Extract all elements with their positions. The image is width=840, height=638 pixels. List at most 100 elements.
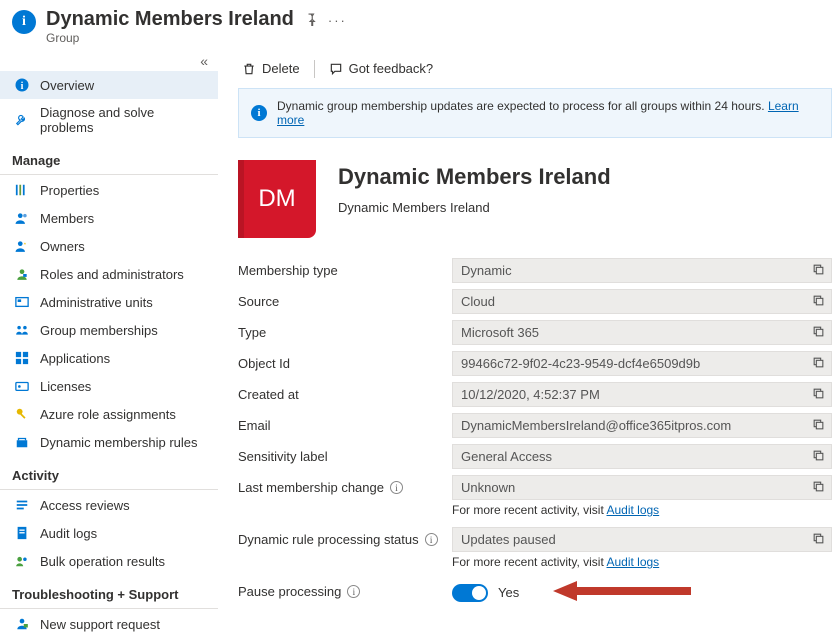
copy-icon[interactable] bbox=[812, 263, 825, 279]
copy-icon[interactable] bbox=[812, 418, 825, 434]
content-pane: Delete Got feedback? i Dynamic group mem… bbox=[218, 49, 840, 638]
copy-icon[interactable] bbox=[812, 449, 825, 465]
sidebar-item-label: Azure role assignments bbox=[40, 407, 176, 422]
more-icon[interactable]: ··· bbox=[328, 13, 347, 28]
arrow-annotation-icon bbox=[553, 579, 693, 606]
sidebar-item-group-memberships[interactable]: Group memberships bbox=[0, 316, 218, 344]
sidebar-item-overview[interactable]: i Overview bbox=[0, 71, 218, 99]
sidebar-item-applications[interactable]: Applications bbox=[0, 344, 218, 372]
sidebar-item-new-request[interactable]: New support request bbox=[0, 610, 218, 638]
prop-value-text: DynamicMembersIreland@office365itpros.co… bbox=[461, 418, 731, 433]
sidebar-item-label: Licenses bbox=[40, 379, 91, 394]
sidebar-item-label: Overview bbox=[40, 78, 94, 93]
copy-icon[interactable] bbox=[812, 294, 825, 310]
sidebar-item-access-reviews[interactable]: Access reviews bbox=[0, 491, 218, 519]
sidebar-item-label: Diagnose and solve problems bbox=[40, 105, 208, 135]
prop-value-text: Updates paused bbox=[461, 532, 556, 547]
audit-logs-link[interactable]: Audit logs bbox=[606, 555, 659, 569]
collapse-sidebar-icon[interactable]: « bbox=[0, 51, 218, 71]
audit-logs-icon bbox=[14, 525, 30, 541]
pin-icon[interactable] bbox=[304, 12, 318, 29]
pause-toggle-label: Yes bbox=[498, 585, 519, 600]
info-icon: i bbox=[12, 10, 36, 34]
prop-value: Updates paused bbox=[452, 527, 832, 552]
sidebar-item-audit-logs[interactable]: Audit logs bbox=[0, 519, 218, 547]
licenses-icon bbox=[14, 378, 30, 394]
prop-row-pause: Pause processing i Yes bbox=[238, 579, 832, 606]
copy-icon[interactable] bbox=[812, 356, 825, 372]
page-header: i Dynamic Members Ireland Group ··· bbox=[0, 0, 840, 49]
bulk-results-icon bbox=[14, 553, 30, 569]
sidebar-item-bulk-results[interactable]: Bulk operation results bbox=[0, 547, 218, 575]
sidebar-item-label: Owners bbox=[40, 239, 85, 254]
prop-row-object-id: Object Id 99466c72-9f02-4c23-9549-dcf4e6… bbox=[238, 351, 832, 376]
copy-icon[interactable] bbox=[812, 480, 825, 496]
admin-units-icon bbox=[14, 294, 30, 310]
info-icon[interactable]: i bbox=[390, 481, 403, 494]
prop-label-text: Dynamic rule processing status bbox=[238, 532, 419, 547]
group-memberships-icon bbox=[14, 322, 30, 338]
properties-icon bbox=[14, 182, 30, 198]
sidebar-item-label: Group memberships bbox=[40, 323, 158, 338]
sidebar-item-roles[interactable]: Roles and administrators bbox=[0, 260, 218, 288]
prop-label: Object Id bbox=[238, 351, 452, 371]
info-icon[interactable]: i bbox=[347, 585, 360, 598]
copy-icon[interactable] bbox=[812, 387, 825, 403]
info-icon: i bbox=[14, 77, 30, 93]
sidebar-item-label: Bulk operation results bbox=[40, 554, 165, 569]
feedback-icon bbox=[329, 62, 343, 76]
sidebar: « i Overview Diagnose and solve problems… bbox=[0, 49, 218, 638]
sidebar-section-activity: Activity bbox=[0, 460, 218, 490]
prop-row-source: Source Cloud bbox=[238, 289, 832, 314]
prop-label-text: Last membership change bbox=[238, 480, 384, 495]
sidebar-item-label: Access reviews bbox=[40, 498, 130, 513]
pause-toggle[interactable] bbox=[452, 584, 488, 602]
sidebar-item-members[interactable]: Members bbox=[0, 204, 218, 232]
prop-label: Email bbox=[238, 413, 452, 433]
prop-row-created-at: Created at 10/12/2020, 4:52:37 PM bbox=[238, 382, 832, 407]
sidebar-item-label: Members bbox=[40, 211, 94, 226]
prop-value: 10/12/2020, 4:52:37 PM bbox=[452, 382, 832, 407]
sidebar-item-properties[interactable]: Properties bbox=[0, 176, 218, 204]
prop-value: Cloud bbox=[452, 289, 832, 314]
copy-icon[interactable] bbox=[812, 325, 825, 341]
feedback-button[interactable]: Got feedback? bbox=[325, 59, 438, 78]
prop-value-text: 99466c72-9f02-4c23-9549-dcf4e6509d9b bbox=[461, 356, 700, 371]
sidebar-item-owners[interactable]: Owners bbox=[0, 232, 218, 260]
roles-icon bbox=[14, 266, 30, 282]
hint-text: For more recent activity, visit bbox=[452, 503, 606, 517]
info-banner: i Dynamic group membership updates are e… bbox=[238, 88, 832, 138]
members-icon bbox=[14, 210, 30, 226]
sidebar-item-licenses[interactable]: Licenses bbox=[0, 372, 218, 400]
sidebar-section-support: Troubleshooting + Support bbox=[0, 579, 218, 609]
sidebar-item-azure-role[interactable]: Azure role assignments bbox=[0, 400, 218, 428]
prop-label-text: Pause processing bbox=[238, 584, 341, 599]
sidebar-item-dynamic-rules[interactable]: Dynamic membership rules bbox=[0, 428, 218, 456]
prop-value: General Access bbox=[452, 444, 832, 469]
sidebar-item-label: Properties bbox=[40, 183, 99, 198]
prop-label: Sensitivity label bbox=[238, 444, 452, 464]
access-reviews-icon bbox=[14, 497, 30, 513]
prop-label: Pause processing i bbox=[238, 579, 452, 599]
prop-label: Source bbox=[238, 289, 452, 309]
group-hero: DM Dynamic Members Ireland Dynamic Membe… bbox=[238, 138, 832, 258]
prop-value-text: Unknown bbox=[461, 480, 515, 495]
audit-logs-link[interactable]: Audit logs bbox=[606, 503, 659, 517]
copy-icon[interactable] bbox=[812, 532, 825, 548]
sidebar-item-diagnose[interactable]: Diagnose and solve problems bbox=[0, 99, 218, 141]
sidebar-item-label: Administrative units bbox=[40, 295, 153, 310]
prop-label: Membership type bbox=[238, 258, 452, 278]
applications-icon bbox=[14, 350, 30, 366]
group-tile: DM bbox=[238, 160, 316, 238]
sidebar-item-label: Dynamic membership rules bbox=[40, 435, 198, 450]
wrench-icon bbox=[14, 112, 30, 128]
delete-button[interactable]: Delete bbox=[238, 59, 304, 78]
prop-value: DynamicMembersIreland@office365itpros.co… bbox=[452, 413, 832, 438]
info-icon[interactable]: i bbox=[425, 533, 438, 546]
prop-row-rule-status: Dynamic rule processing status i Updates… bbox=[238, 527, 832, 573]
sidebar-item-admin-units[interactable]: Administrative units bbox=[0, 288, 218, 316]
info-icon: i bbox=[251, 105, 267, 121]
hint-text: For more recent activity, visit bbox=[452, 555, 606, 569]
prop-row-email: Email DynamicMembersIreland@office365itp… bbox=[238, 413, 832, 438]
sidebar-section-manage: Manage bbox=[0, 145, 218, 175]
